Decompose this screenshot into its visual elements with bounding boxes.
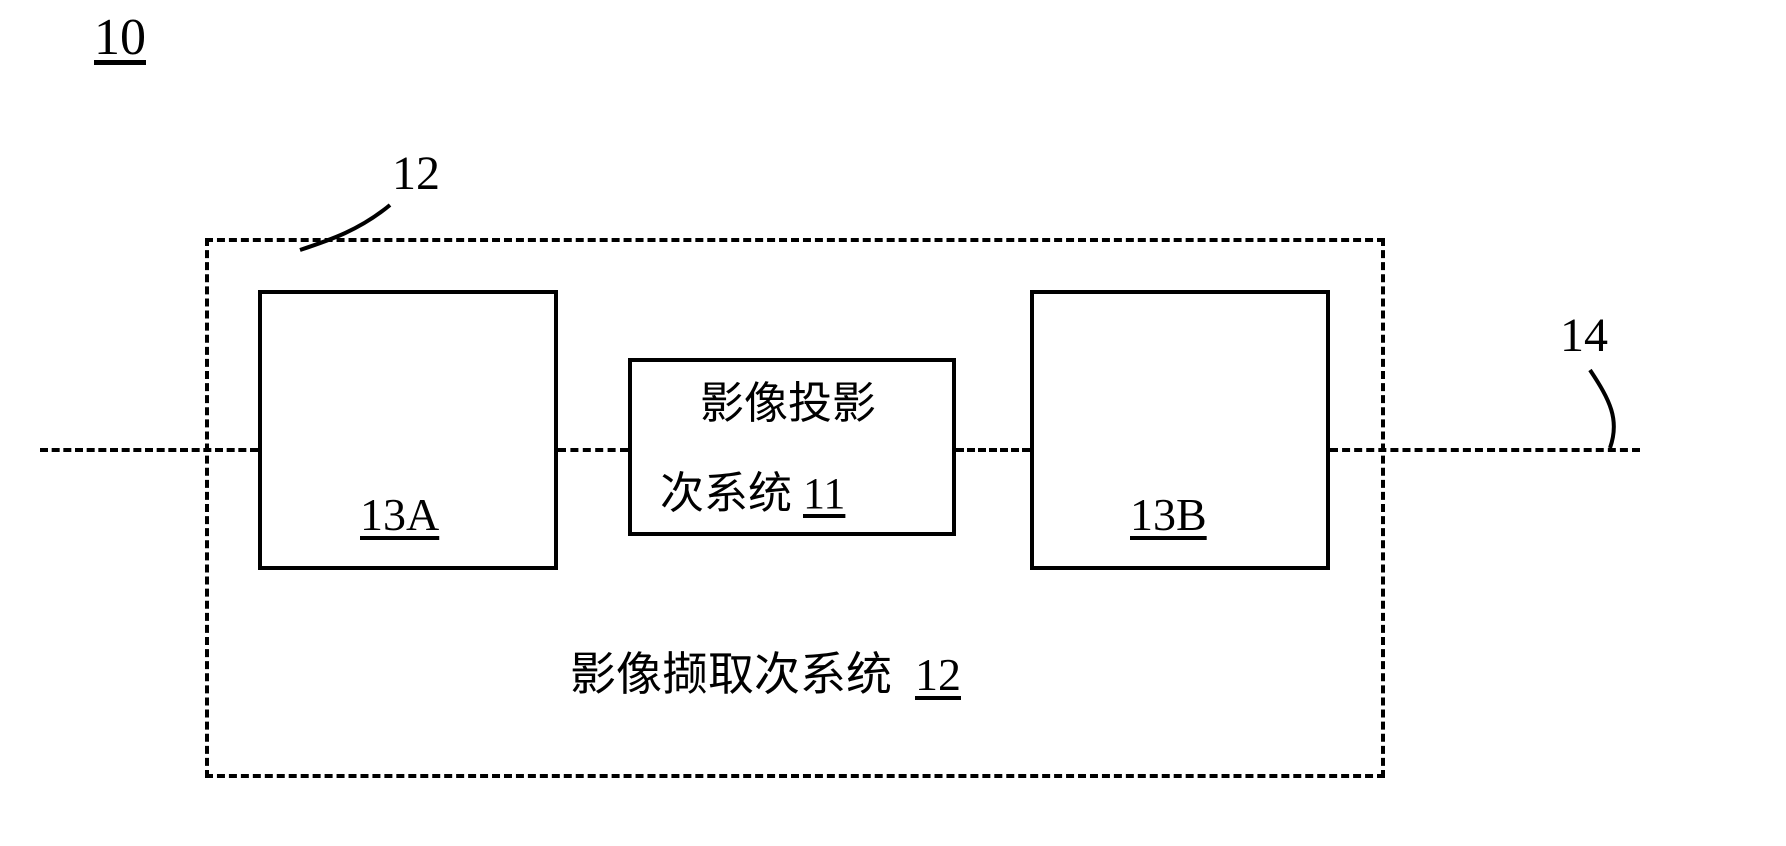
label-11-line2: 次系统 11 (660, 470, 845, 518)
label-13a: 13A (360, 490, 439, 541)
leader-to-14 (1590, 370, 1614, 448)
label-12-caption: 影像撷取次系统 12 (570, 650, 961, 701)
label-13b: 13B (1130, 490, 1207, 541)
figure-number: 10 (94, 8, 146, 67)
label-11-line1: 影像投影 (700, 380, 876, 428)
diagram-canvas: 10 13A 13B 影像投影 次系统 11 影像撷取次系统 12 12 14 (0, 0, 1786, 846)
callout-12: 12 (392, 148, 440, 201)
callout-14: 14 (1560, 310, 1608, 363)
